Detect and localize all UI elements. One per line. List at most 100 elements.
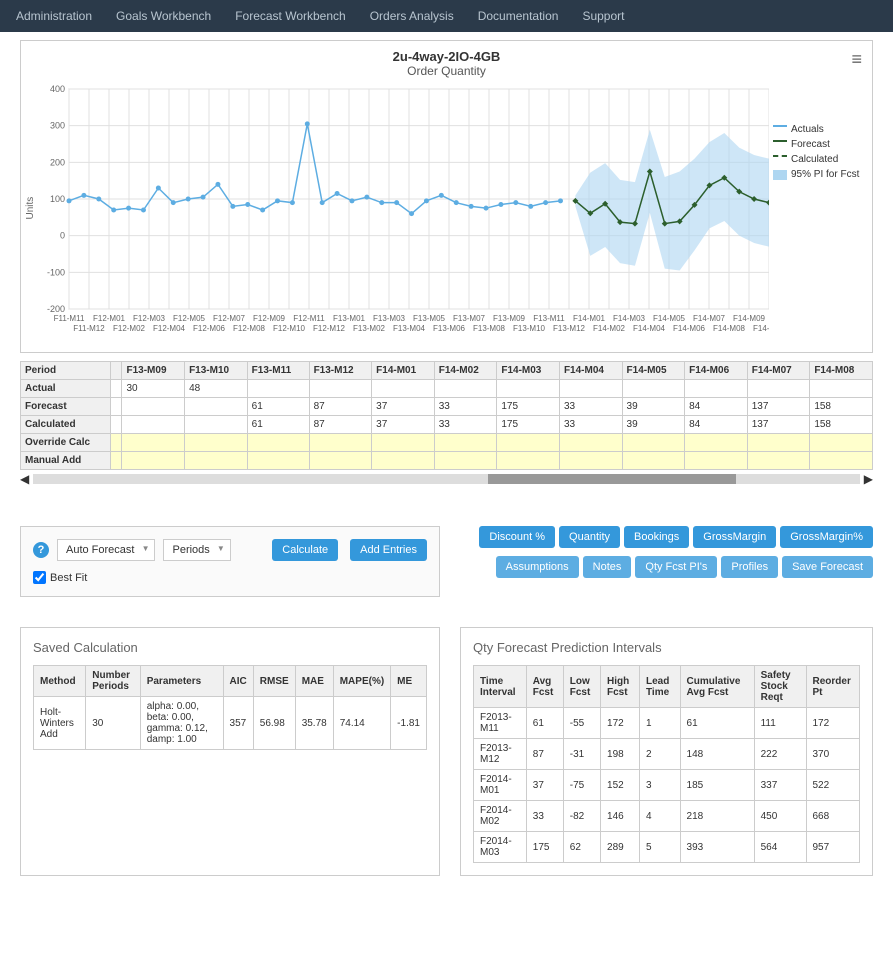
table-cell[interactable]	[559, 434, 622, 452]
add-entries-button[interactable]: Add Entries	[350, 539, 427, 561]
table-cell: 84	[685, 416, 748, 434]
saved-calc-header: MAPE(%)	[333, 666, 390, 697]
table-cell[interactable]	[309, 452, 372, 470]
pi-cell: 33	[526, 801, 563, 832]
nav-administration[interactable]: Administration	[16, 9, 92, 23]
legend-item[interactable]: 95% PI for Fcst	[773, 169, 860, 180]
nav-goals-workbench[interactable]: Goals Workbench	[116, 9, 211, 23]
svg-text:200: 200	[50, 157, 65, 167]
table-cell: 158	[810, 416, 873, 434]
save-forecast-button[interactable]: Save Forecast	[782, 556, 873, 578]
svg-text:F14-M09: F14-M09	[733, 314, 766, 323]
saved-calculation-panel: Saved Calculation MethodNumber PeriodsPa…	[20, 627, 440, 876]
legend-label: Forecast	[791, 139, 830, 150]
pi-cell: -55	[563, 708, 600, 739]
svg-text:F14-M07: F14-M07	[693, 314, 726, 323]
scroll-left-icon[interactable]: ◀	[20, 472, 29, 486]
nav-documentation[interactable]: Documentation	[478, 9, 559, 23]
table-cell: 30	[122, 380, 185, 398]
navbar: Administration Goals Workbench Forecast …	[0, 0, 893, 32]
table-cell[interactable]	[497, 434, 560, 452]
view-grossmargin-button[interactable]: GrossMargin	[693, 526, 776, 548]
notes-button[interactable]: Notes	[583, 556, 632, 578]
periods-dropdown[interactable]: Periods	[163, 539, 230, 561]
nav-support[interactable]: Support	[582, 9, 624, 23]
table-cell[interactable]	[622, 434, 685, 452]
chart-container: ≡ 2u-4way-2IO-4GB Order Quantity Units -…	[20, 40, 873, 353]
legend-item[interactable]: Actuals	[773, 124, 860, 135]
legend-item[interactable]: Forecast	[773, 139, 860, 150]
view-quantity-button[interactable]: Quantity	[559, 526, 620, 548]
table-cell[interactable]	[122, 452, 185, 470]
table-cell[interactable]	[434, 452, 497, 470]
table-cell[interactable]	[309, 434, 372, 452]
legend-label: Calculated	[791, 154, 838, 165]
table-cell[interactable]	[810, 434, 873, 452]
table-cell[interactable]	[185, 434, 248, 452]
table-row-label: Forecast	[21, 398, 111, 416]
table-cell: 87	[309, 416, 372, 434]
legend-marker-icon	[773, 155, 787, 165]
table-cell[interactable]	[247, 452, 309, 470]
saved-calc-cell: 35.78	[295, 697, 333, 750]
forecast-method-dropdown[interactable]: Auto Forecast	[57, 539, 155, 561]
pi-cell: 370	[806, 739, 860, 770]
table-cell[interactable]	[747, 434, 810, 452]
svg-text:F13-M06: F13-M06	[433, 324, 466, 333]
pi-cell: F2014-M03	[474, 832, 527, 863]
table-cell[interactable]	[185, 452, 248, 470]
best-fit-checkbox[interactable]	[33, 571, 46, 584]
assumptions-button[interactable]: Assumptions	[496, 556, 579, 578]
table-cell[interactable]	[810, 452, 873, 470]
svg-text:F12-M06: F12-M06	[193, 324, 226, 333]
qty-fcst-pi-s-button[interactable]: Qty Fcst PI's	[635, 556, 717, 578]
nav-orders-analysis[interactable]: Orders Analysis	[370, 9, 454, 23]
chart-menu-icon[interactable]: ≡	[851, 49, 862, 70]
legend-marker-icon	[773, 170, 787, 180]
legend-item[interactable]: Calculated	[773, 154, 860, 165]
table-cell[interactable]	[685, 434, 748, 452]
pi-cell: 87	[526, 739, 563, 770]
table-scroll-nav[interactable]: ◀ ▶	[20, 472, 873, 486]
table-cell[interactable]	[685, 452, 748, 470]
table-cell[interactable]	[622, 452, 685, 470]
svg-text:F12-M02: F12-M02	[113, 324, 146, 333]
table-cell[interactable]	[434, 434, 497, 452]
pi-cell: 172	[601, 708, 640, 739]
view-discount---button[interactable]: Discount %	[479, 526, 555, 548]
table-cell	[247, 380, 309, 398]
pi-header: Cumulative Avg Fcst	[680, 666, 754, 708]
saved-calc-cell: alpha: 0.00, beta: 0.00, gamma: 0.12, da…	[140, 697, 223, 750]
scroll-bar[interactable]	[33, 474, 860, 484]
pi-header: Time Interval	[474, 666, 527, 708]
scroll-thumb[interactable]	[488, 474, 736, 484]
table-cell: 175	[497, 398, 560, 416]
table-cell[interactable]	[747, 452, 810, 470]
svg-text:F14-M05: F14-M05	[653, 314, 686, 323]
table-header-period: F14-M04	[559, 362, 622, 380]
table-cell[interactable]	[559, 452, 622, 470]
pi-cell: 289	[601, 832, 640, 863]
table-cell[interactable]	[372, 452, 435, 470]
table-cell[interactable]	[497, 452, 560, 470]
scroll-right-icon[interactable]: ▶	[864, 472, 873, 486]
table-cell: 33	[434, 416, 497, 434]
view-grossmargin--button[interactable]: GrossMargin%	[780, 526, 873, 548]
calculate-button[interactable]: Calculate	[272, 539, 338, 561]
table-row-label: Actual	[21, 380, 111, 398]
table-cell[interactable]	[247, 434, 309, 452]
table-cell[interactable]	[122, 434, 185, 452]
saved-calc-cell: 357	[223, 697, 253, 750]
table-cell: 84	[685, 398, 748, 416]
svg-text:F12-M09: F12-M09	[253, 314, 286, 323]
table-header-period: F13-M09	[122, 362, 185, 380]
help-icon[interactable]: ?	[33, 542, 49, 558]
table-cell[interactable]	[372, 434, 435, 452]
nav-forecast-workbench[interactable]: Forecast Workbench	[235, 9, 346, 23]
table-header-period: F13-M11	[247, 362, 309, 380]
view-bookings-button[interactable]: Bookings	[624, 526, 689, 548]
profiles-button[interactable]: Profiles	[721, 556, 778, 578]
pi-table: Time IntervalAvg FcstLow FcstHigh FcstLe…	[473, 665, 860, 863]
svg-text:F13-M08: F13-M08	[473, 324, 506, 333]
svg-text:F12-M05: F12-M05	[173, 314, 206, 323]
